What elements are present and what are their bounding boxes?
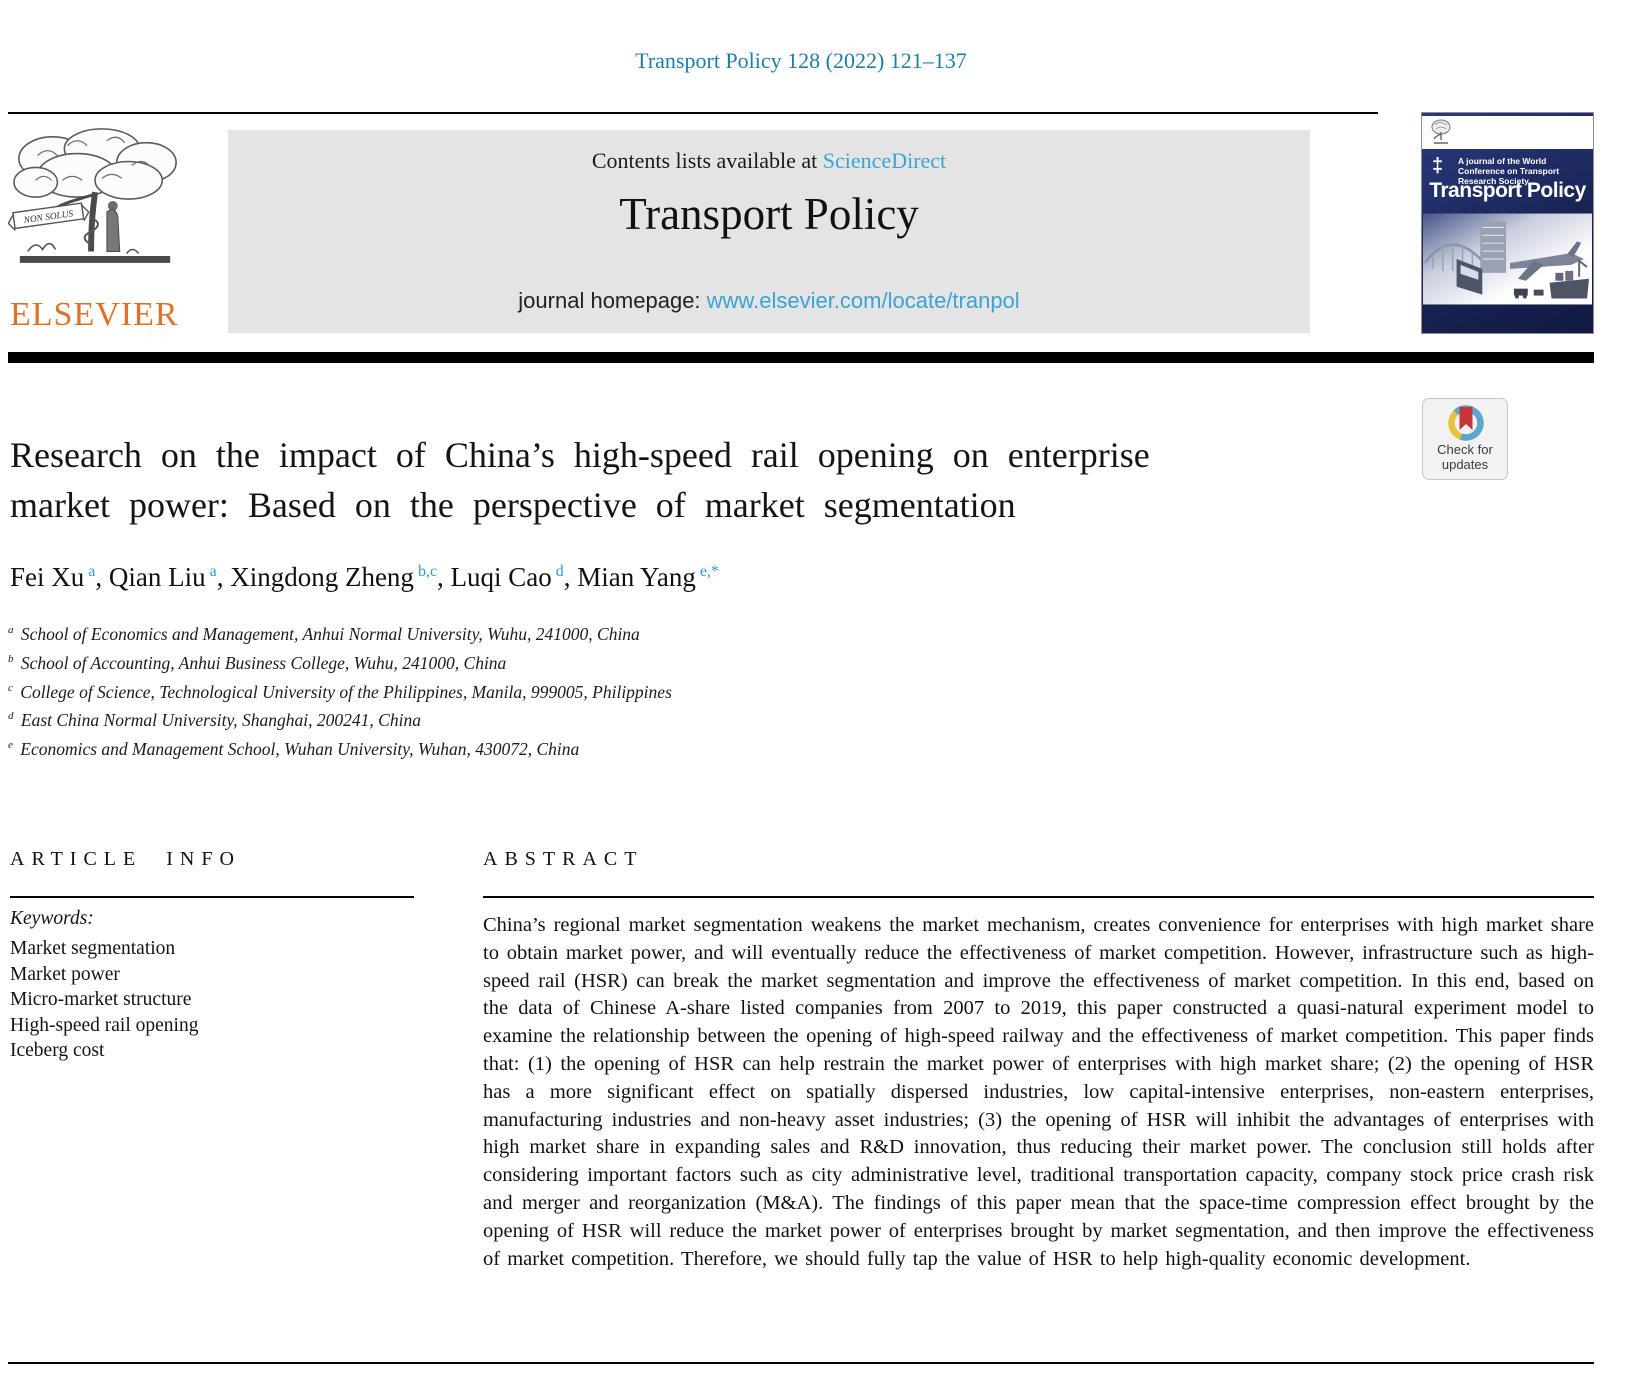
keyword-list: Market segmentation Market power Micro-mar… xyxy=(10,936,198,1064)
author-superscript: b,c xyxy=(417,563,438,580)
elsevier-logo-block: NON SOLUS ELSEVIER xyxy=(7,120,200,336)
non-solus-ribbon: NON SOLUS xyxy=(7,202,90,231)
affiliation: e Economics and Management School, Wuhan… xyxy=(8,739,580,760)
author: Mian Yang e,* xyxy=(577,562,719,592)
author: Xingdong Zheng b,c xyxy=(230,562,438,592)
author-list: Fei Xu a, Qian Liu a, Xingdong Zheng b,c, L… xyxy=(10,562,719,592)
homepage-label: journal homepage: xyxy=(518,288,707,313)
keyword: Market segmentation xyxy=(10,938,176,959)
cover-header-strip xyxy=(1422,116,1593,149)
cover-elsevier-mini-icon xyxy=(1431,119,1451,144)
sciencedirect-link[interactable]: ScienceDirect xyxy=(822,148,947,173)
top-rule xyxy=(8,112,1378,114)
cover-society-line: A journal of the World Conference on Tra… xyxy=(1458,156,1560,186)
keywords-label: Keywords: xyxy=(10,908,94,929)
contents-line: Contents lists available at ScienceDirec… xyxy=(228,148,1310,174)
check-updates-badge[interactable]: Check for updates xyxy=(1422,398,1508,480)
elsevier-wordmark: ELSEVIER xyxy=(10,296,179,333)
author-superscript: e,* xyxy=(699,563,719,580)
affiliation-list: a School of Economics and Management, An… xyxy=(8,618,908,762)
journal-title: Transport Policy xyxy=(619,189,919,239)
author-superscript: a xyxy=(209,563,217,580)
affiliation: b School of Accounting, Anhui Business C… xyxy=(8,652,507,673)
author: Qian Liu a xyxy=(108,562,217,592)
cover-title: Transport Policy xyxy=(1429,179,1586,202)
affiliation: d East China Normal University, Shanghai… xyxy=(8,710,421,731)
wctrs-cross-icon: ‡ xyxy=(1432,155,1444,177)
bottom-rule xyxy=(8,1362,1594,1364)
affiliation: a School of Economics and Management, An… xyxy=(8,623,640,644)
journal-cover[interactable]: ‡ A journal of the World Conference on T… xyxy=(1421,112,1594,334)
homepage-link[interactable]: www.elsevier.com/locate/tranpol xyxy=(706,288,1020,313)
abstract-text: China’s regional market segmentation wea… xyxy=(483,914,1594,1270)
affiliation: c College of Science, Technological Univ… xyxy=(8,681,672,702)
title-line: Research on the impact of China’s high-s… xyxy=(10,435,1150,475)
section-rule-abstract xyxy=(483,896,1594,898)
section-rule-info xyxy=(10,896,414,898)
black-divider xyxy=(8,352,1594,363)
crossmark-icon xyxy=(1448,405,1484,441)
contents-prefix: Contents lists available at xyxy=(591,148,823,173)
cover-montage-image xyxy=(1423,213,1592,305)
keyword: Micro-market structure xyxy=(10,989,192,1011)
abstract-heading: ABSTRACT xyxy=(483,848,644,870)
keyword: Market power xyxy=(10,963,120,985)
author-superscript: d xyxy=(555,563,564,580)
keyword: High-speed rail opening xyxy=(10,1014,199,1036)
author-superscript: a xyxy=(88,563,96,580)
author: Luqi Cao d xyxy=(450,562,564,592)
homepage-line: journal homepage: www.elsevier.com/locat… xyxy=(228,288,1310,314)
title-line: market power: Based on the perspective o… xyxy=(10,485,1016,525)
article-title: Research on the impact of China’s high-s… xyxy=(10,430,1310,530)
elsevier-tree-icon: NON SOLUS xyxy=(7,128,177,263)
article-info-heading: ARTICLE INFO xyxy=(10,848,241,870)
journal-banner: Contents lists available at ScienceDirec… xyxy=(228,130,1310,333)
header-citation: Transport Policy 128 (2022) 121–137 xyxy=(635,48,967,73)
author: Fei Xu a xyxy=(10,562,96,592)
keyword: Iceberg cost xyxy=(10,1040,105,1062)
badge-label: Check for updates xyxy=(1437,442,1493,472)
